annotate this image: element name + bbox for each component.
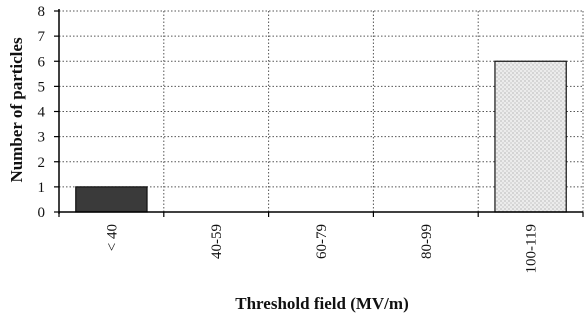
- x-tick-label: 100-119: [524, 224, 540, 273]
- x-tick-label: < 40: [104, 224, 120, 251]
- axes: [54, 9, 584, 217]
- y-tick-label: 1: [38, 180, 46, 196]
- y-tick-label: 7: [38, 29, 46, 45]
- bar: [494, 60, 567, 213]
- x-tick-label: 80-99: [419, 224, 435, 259]
- y-tick-label: 8: [38, 4, 46, 20]
- y-tick-label: 2: [38, 155, 46, 171]
- x-tick-label: 60-79: [314, 224, 330, 259]
- y-tick-label: 0: [38, 205, 46, 221]
- y-tick-label: 5: [38, 79, 46, 95]
- x-tick-labels: < 40 40-59 60-79 80-99 100-119: [104, 224, 539, 273]
- y-tick-label: 4: [38, 105, 46, 121]
- bars: [75, 60, 567, 213]
- y-tick-labels: 0 1 2 3 4 5 6 7 8: [38, 4, 46, 221]
- x-tick-label: 40-59: [209, 224, 225, 259]
- bar: [75, 186, 148, 213]
- x-axis-title: Threshold field (MV/m): [235, 294, 408, 313]
- y-tick-label: 3: [38, 130, 46, 146]
- y-axis-title: Number of particles: [7, 37, 26, 182]
- y-tick-label: 6: [38, 54, 46, 70]
